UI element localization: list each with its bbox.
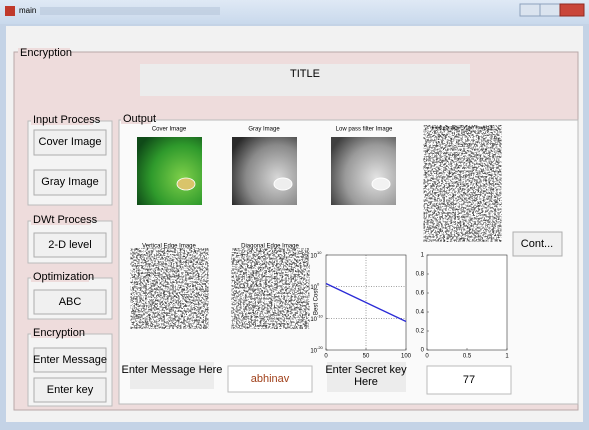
x-tick-label: 100 <box>401 354 412 360</box>
button-label[interactable]: 2-D level <box>48 239 91 251</box>
y-tick-exponent: -10 <box>317 313 324 318</box>
y-tick-label: 0.4 <box>416 310 425 316</box>
button-label[interactable]: Cont... <box>521 238 553 250</box>
menu-bar <box>40 7 220 15</box>
output-label: Output <box>123 113 156 125</box>
image-caption: Low pass filter Image <box>336 127 393 133</box>
panel-label: Encryption <box>20 47 72 59</box>
message-value[interactable]: abhinav <box>251 373 290 385</box>
button[interactable]: 2-D level <box>34 233 106 257</box>
y-axis-label: Best Cost <box>314 289 320 315</box>
droplet <box>372 178 390 190</box>
window-title: main <box>19 6 36 15</box>
image-caption: Diagonal Edge Image <box>241 244 299 250</box>
maximize-button[interactable] <box>540 4 560 16</box>
cover-image <box>137 137 202 205</box>
x-tick-label: 50 <box>363 354 370 360</box>
button[interactable]: Cover Image <box>34 130 106 155</box>
image-caption: Vertical Edge Image <box>142 244 196 250</box>
y-tick-label: 0.2 <box>416 329 425 335</box>
message-label: Enter Message Here <box>122 364 223 376</box>
x-tick-label: 0.5 <box>463 354 472 360</box>
button[interactable]: Enter Message <box>33 348 107 372</box>
group-label: Optimization <box>33 271 94 283</box>
button-label[interactable]: Enter key <box>47 384 94 396</box>
droplet <box>177 178 195 190</box>
low-pass-image <box>331 137 396 205</box>
key-value[interactable]: 77 <box>463 374 475 386</box>
y-tick-exponent: 10 <box>317 250 322 255</box>
cont-button[interactable]: Cont... <box>513 232 562 256</box>
app-icon <box>5 6 15 16</box>
y-tick-label: 0.8 <box>416 272 425 278</box>
y-tick-label: 0.6 <box>416 291 425 297</box>
empty-plot-axes <box>427 255 507 350</box>
droplet <box>274 178 292 190</box>
button-label[interactable]: Gray Image <box>41 176 98 188</box>
group-label: DWt Process <box>33 214 98 226</box>
horizontal-edge-image <box>430 135 495 232</box>
image-caption: Cover Image <box>152 127 187 133</box>
image-caption: Horizontal Edge Image <box>431 126 493 132</box>
title-text: TITLE <box>290 68 320 80</box>
vertical-edge-image <box>137 255 202 322</box>
gray-image <box>232 137 297 205</box>
image-caption: Gray Image <box>248 127 280 133</box>
button[interactable]: Enter key <box>34 378 106 402</box>
y-tick-exponent: -20 <box>317 345 324 350</box>
button[interactable]: ABC <box>34 290 106 314</box>
group-label: Input Process <box>33 114 101 126</box>
button-label[interactable]: Enter Message <box>33 354 107 366</box>
group-label: Encryption <box>33 327 85 339</box>
button-label[interactable]: Cover Image <box>39 136 102 148</box>
diagonal-edge-image <box>238 255 303 322</box>
minimize-button[interactable] <box>520 4 540 16</box>
screen: main Encryption TITLE Input Process Cove… <box>0 0 589 430</box>
button-label[interactable]: ABC <box>59 296 82 308</box>
button[interactable]: Gray Image <box>34 170 106 195</box>
close-button[interactable] <box>560 4 584 16</box>
